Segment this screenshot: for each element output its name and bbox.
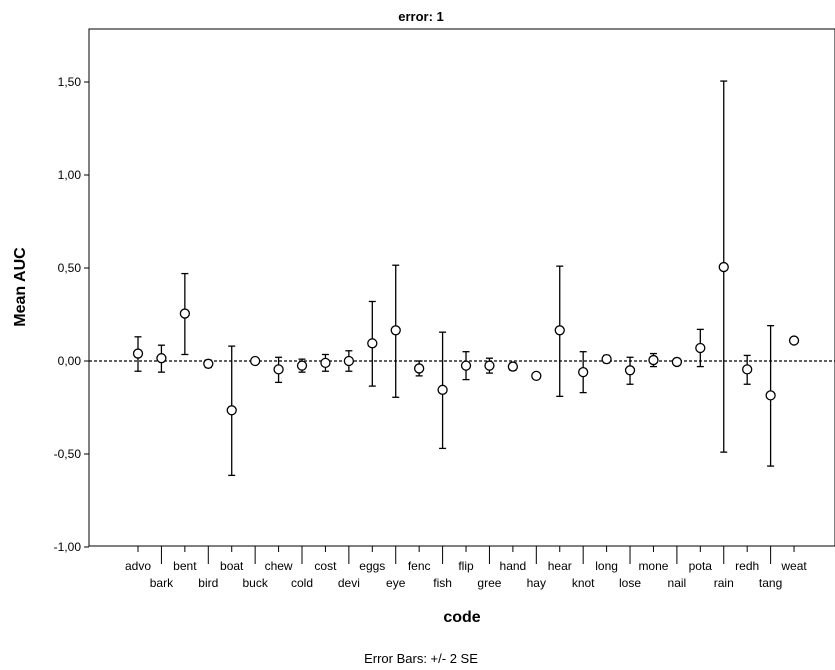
mean-markers — [132, 261, 800, 416]
mean-marker — [390, 325, 401, 336]
mean-marker — [718, 261, 729, 273]
mean-marker — [249, 355, 261, 367]
y-tick-label: 1,00 — [58, 168, 82, 182]
x-tick-label: bark — [150, 576, 174, 590]
mean-marker — [578, 367, 589, 378]
mean-marker — [695, 342, 706, 354]
x-tick-label: hear — [548, 559, 572, 573]
error-bars-footnote: Error Bars: +/- 2 SE — [364, 651, 478, 666]
mean-marker — [132, 348, 144, 359]
mean-marker — [296, 360, 308, 371]
mean-marker — [765, 390, 776, 401]
mean-marker — [671, 356, 683, 368]
x-tick-label: mone — [638, 559, 668, 573]
mean-marker — [156, 353, 167, 364]
x-tick-label: cost — [314, 559, 337, 573]
y-axis-title: Mean AUC — [12, 247, 29, 327]
x-axis-title: code — [443, 609, 480, 626]
mean-marker — [179, 308, 191, 319]
x-tick-label: lose — [619, 576, 641, 590]
x-tick-label: gree — [477, 576, 501, 590]
x-tick-label: flip — [458, 559, 474, 573]
mean-marker — [460, 360, 472, 371]
mean-marker — [343, 355, 355, 367]
x-tick-label: pota — [689, 559, 713, 573]
x-tick-label: tang — [759, 576, 782, 590]
x-tick-label: fish — [433, 576, 452, 590]
y-tick-label: -0,50 — [54, 447, 82, 461]
mean-marker — [273, 364, 284, 375]
x-tick-label: weat — [780, 559, 807, 573]
mean-marker — [367, 338, 378, 349]
y-tick-label: -1,00 — [54, 540, 82, 554]
x-tick-label: chew — [265, 559, 293, 573]
x-tick-label: cold — [291, 576, 313, 590]
error-bars — [134, 80, 775, 477]
x-tick-label: fenc — [408, 559, 431, 573]
x-tick-label: long — [595, 559, 618, 573]
x-tick-label: buck — [242, 576, 268, 590]
x-tick-label: nail — [668, 576, 687, 590]
mean-marker — [624, 365, 636, 376]
x-tick-label: eye — [386, 576, 406, 590]
x-tick-label: hand — [500, 559, 527, 573]
x-tick-label: bent — [173, 559, 197, 573]
mean-marker — [554, 325, 565, 336]
x-tick-label: rain — [714, 576, 734, 590]
y-tick-label: 0,50 — [58, 261, 82, 275]
mean-marker — [601, 353, 612, 365]
mean-marker — [320, 357, 331, 369]
mean-marker — [414, 363, 425, 374]
mean-marker — [203, 358, 214, 369]
mean-marker — [648, 354, 659, 366]
mean-marker — [531, 370, 542, 382]
y-ticks: -1,00 -0,50 0,00 0,50 1,00 1,50 — [54, 75, 89, 554]
mean-marker — [226, 405, 237, 416]
mean-marker — [507, 361, 519, 372]
y-tick-label: 0,00 — [58, 354, 82, 368]
x-tick-label: knot — [572, 576, 595, 590]
mean-marker — [484, 360, 495, 371]
x-tick-label: redh — [735, 559, 759, 573]
x-tick-label: eggs — [359, 559, 385, 573]
y-tick-label: 1,50 — [58, 75, 82, 89]
x-tick-label: boat — [220, 559, 244, 573]
x-tick-label: devi — [338, 576, 360, 590]
chart-title: error: 1 — [398, 9, 444, 24]
x-tick-label: hay — [527, 576, 546, 590]
mean-marker — [437, 384, 448, 395]
mean-marker — [788, 335, 800, 346]
x-tick-label: advo — [125, 559, 151, 573]
x-tick-label: bird — [198, 576, 218, 590]
mean-marker — [742, 364, 753, 375]
